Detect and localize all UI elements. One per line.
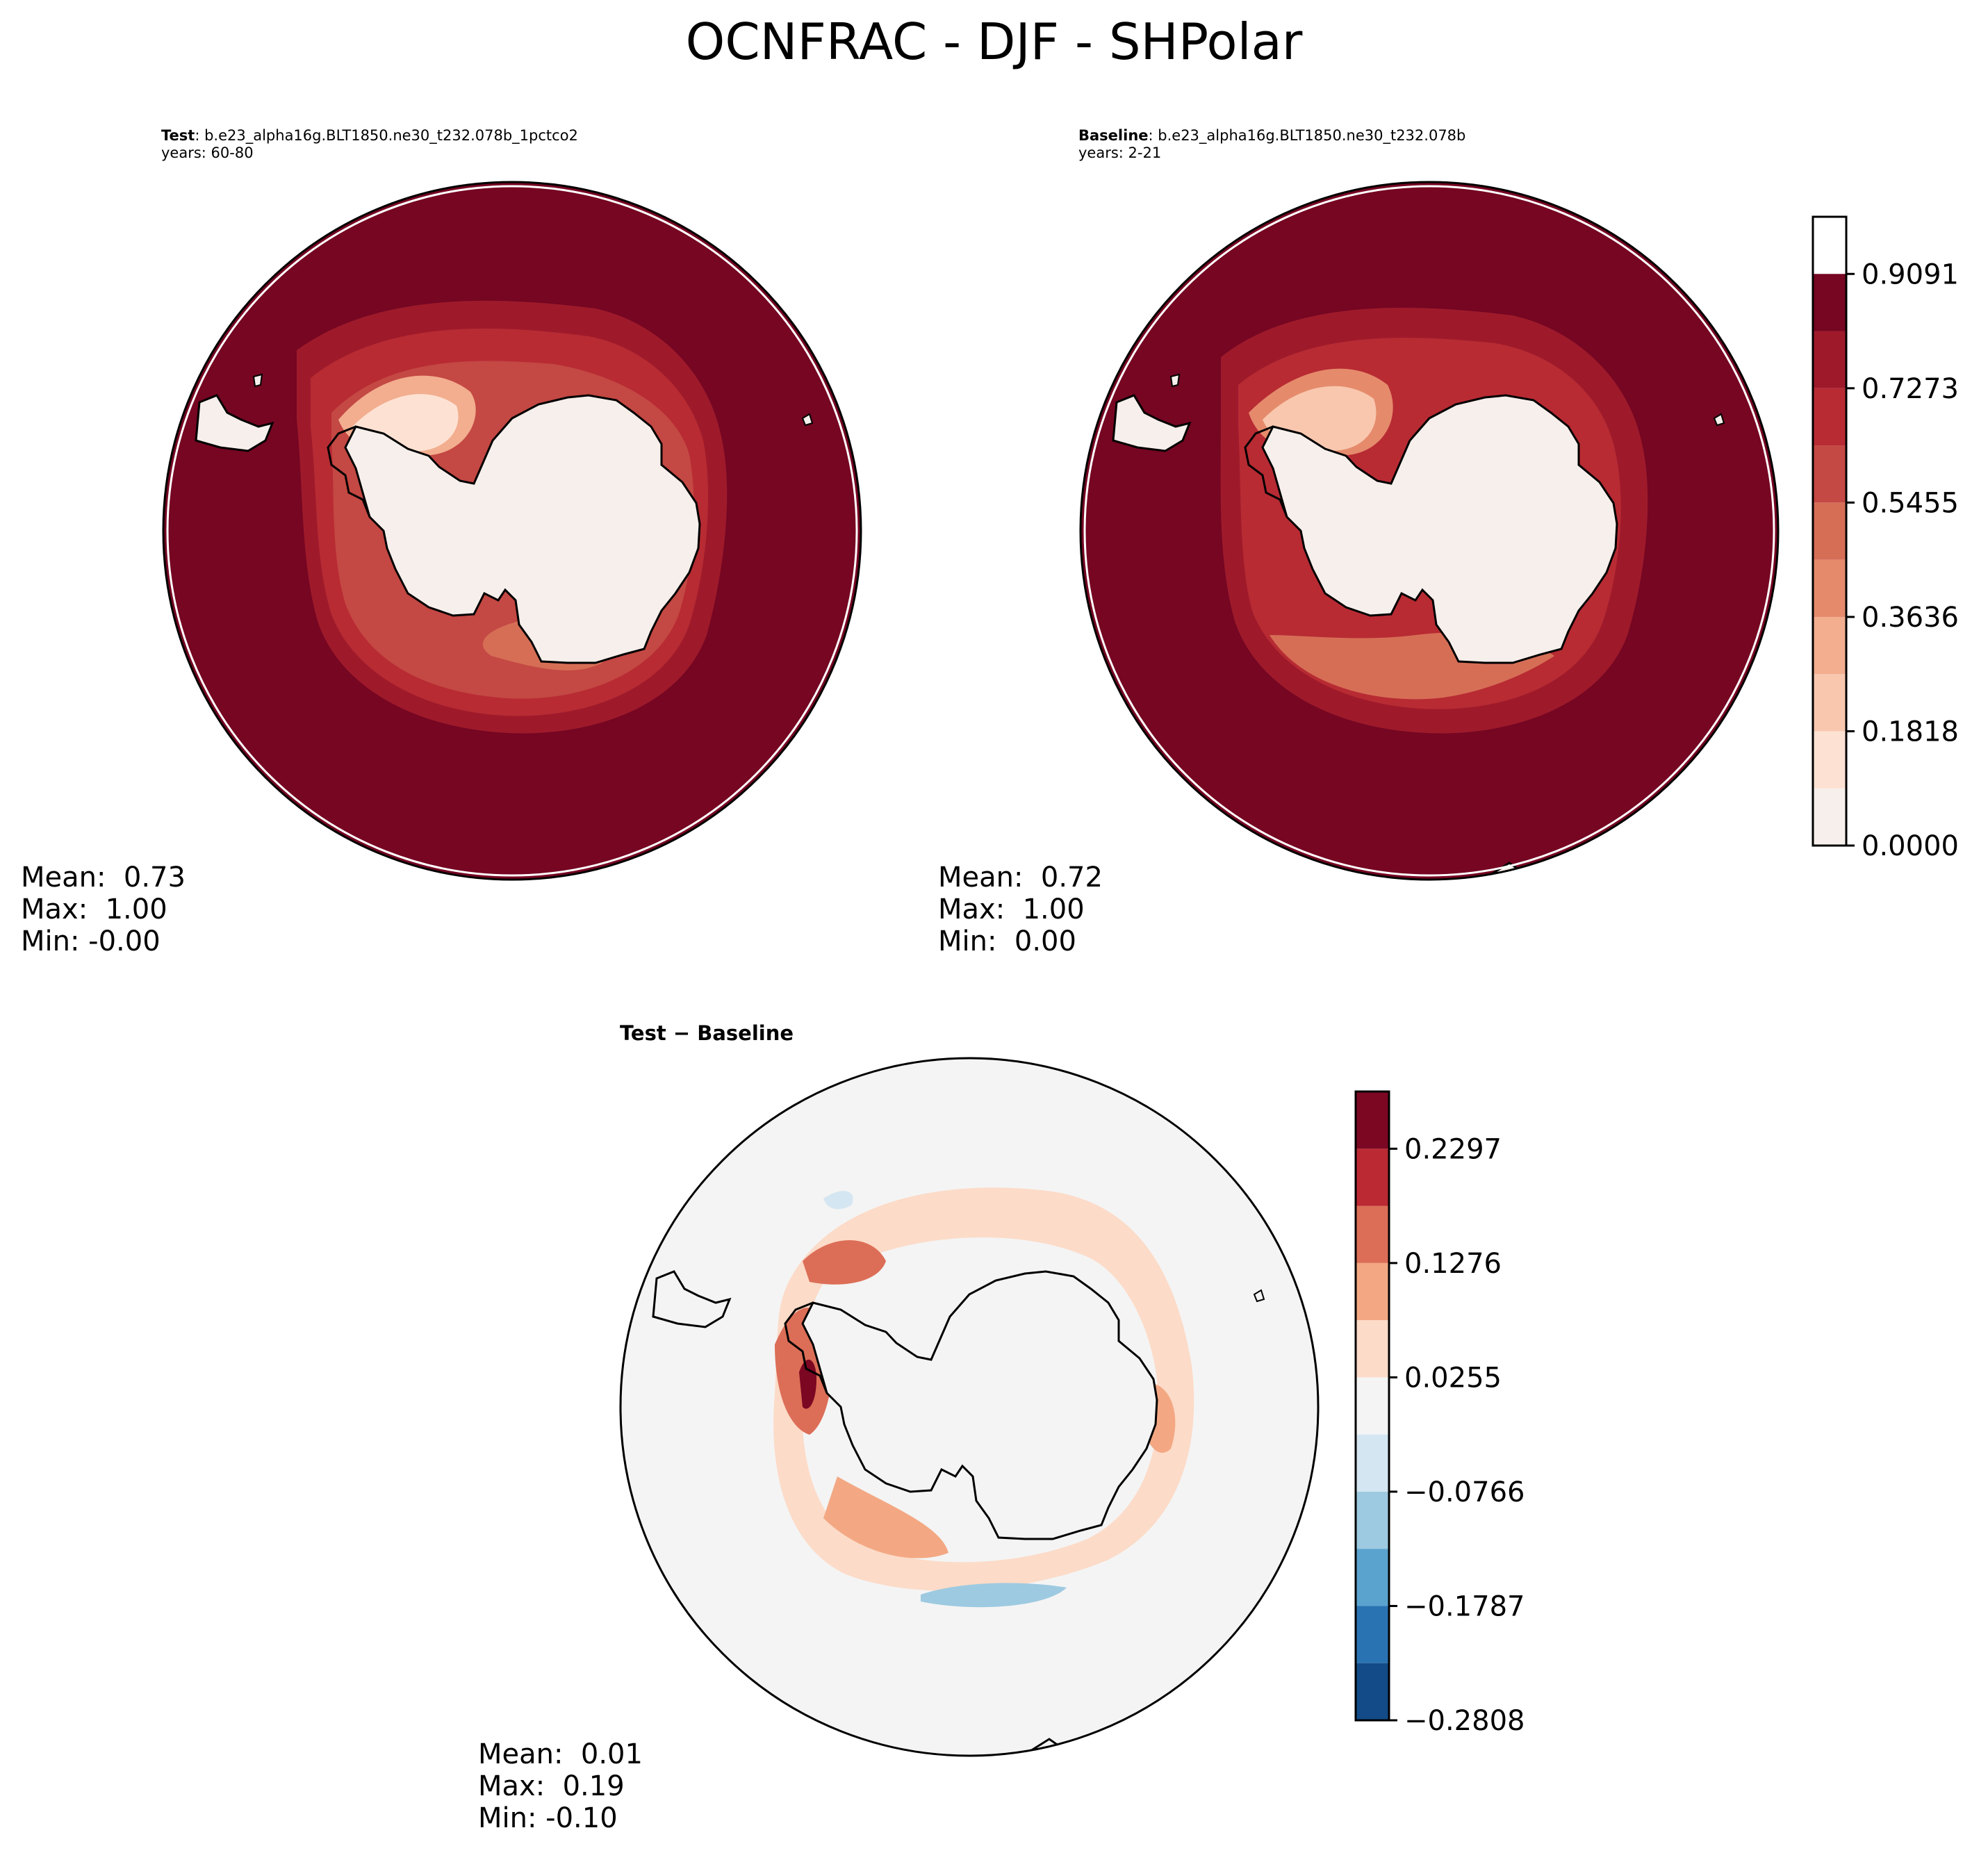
colorbar-ocnfrac-swatch-1 <box>1813 731 1846 789</box>
baseline-south-america-tip <box>1112 394 1192 452</box>
colorbar-diff-swatch-2 <box>1356 1549 1389 1606</box>
colorbar-ocnfrac-swatch-9 <box>1813 274 1846 331</box>
diff-map <box>619 1057 1320 1757</box>
test-years: years: 60-80 <box>161 145 254 161</box>
colorbar-ocnfrac-tick-label-1: 0.1818 <box>1862 716 1959 748</box>
colorbar-ocnfrac-frame <box>1812 215 1848 847</box>
colorbar-diff: −0.2808 −0.1787 −0.0766 0.0255 0.1276 0.2297 <box>1354 1090 1525 1737</box>
baseline-max: Max: 1.00 <box>938 893 1085 925</box>
diff-weddell-anomaly <box>803 1240 886 1285</box>
baseline-map <box>1079 181 1780 881</box>
colorbar-diff-swatch-10 <box>1356 1092 1389 1149</box>
test-islet <box>252 373 263 388</box>
test-label: Test <box>161 127 195 144</box>
colorbar-diff-tick-label-1: −0.1787 <box>1404 1590 1525 1622</box>
colorbar-diff-swatch-5 <box>1356 1377 1389 1435</box>
test-max: Max: 1.00 <box>21 893 167 925</box>
test-south-america-tip <box>195 394 274 452</box>
colorbar-ocnfrac-swatch-3 <box>1813 616 1846 675</box>
baseline-map-boundary <box>1079 181 1780 881</box>
baseline-stats: Mean: 0.72 Max: 1.00 Min: 0.00 <box>938 862 1103 957</box>
baseline-mean: Mean: 0.72 <box>938 862 1103 893</box>
diff-ross-anomaly <box>823 1476 948 1558</box>
test-new-zealand-coast <box>608 862 647 880</box>
test-case-name: : b.e23_alpha16g.BLT1850.ne30_t232.078b_… <box>195 127 578 144</box>
colorbar-ocnfrac-tick-label-3: 0.5455 <box>1862 487 1959 519</box>
diff-mean: Mean: 0.01 <box>478 1738 643 1770</box>
colorbar-diff-tick-label-4: 0.1276 <box>1404 1248 1502 1280</box>
test-map-boundary <box>162 181 862 881</box>
colorbar-diff-swatch-9 <box>1356 1148 1389 1206</box>
colorbar-diff-tick-label-5: 0.2297 <box>1404 1133 1502 1165</box>
colorbar-diff-swatch-0 <box>1356 1663 1389 1720</box>
baseline-map-inner-ring <box>1083 185 1775 877</box>
colorbar-diff-tick-label-2: −0.0766 <box>1404 1476 1525 1508</box>
diff-min: Min: -0.10 <box>478 1802 618 1834</box>
test-min: Min: -0.00 <box>21 925 161 957</box>
colorbar-ocnfrac-swatch-6 <box>1813 445 1846 503</box>
baseline-years: years: 2-21 <box>1078 145 1162 161</box>
colorbar-ocnfrac-tick-label-0: 0.0000 <box>1862 830 1959 862</box>
baseline-case-name: : b.e23_alpha16g.BLT1850.ne30_t232.078b <box>1148 127 1466 144</box>
diff-negative-anomaly <box>921 1583 1067 1608</box>
colorbar-ocnfrac-tick-label-4: 0.7273 <box>1862 373 1959 405</box>
baseline-min: Min: 0.00 <box>938 925 1076 957</box>
diff-panel-title: Test − Baseline <box>620 1021 794 1045</box>
colorbar-diff-swatch-7 <box>1356 1262 1389 1321</box>
diff-island <box>1253 1289 1265 1303</box>
diff-max: Max: 0.19 <box>478 1770 625 1802</box>
test-stats: Mean: 0.73 Max: 1.00 Min: -0.00 <box>21 862 186 957</box>
baseline-label: Baseline <box>1078 127 1149 144</box>
colorbar-ocnfrac: 0.0000 0.1818 0.3636 0.5455 0.7273 0.9091 <box>1812 215 1959 862</box>
baseline-panel-title: Baseline: b.e23_alpha16g.BLT1850.ne30_t2… <box>1078 127 1465 162</box>
test-map-inner-ring <box>166 185 858 877</box>
colorbar-ocnfrac-swatch-0 <box>1813 788 1846 846</box>
colorbar-ocnfrac-swatch-5 <box>1813 502 1846 560</box>
colorbar-diff-swatch-4 <box>1356 1434 1389 1492</box>
colorbar-diff-swatch-3 <box>1356 1491 1389 1549</box>
test-panel-title: Test: b.e23_alpha16g.BLT1850.ne30_t232.0… <box>161 127 578 162</box>
colorbar-diff-swatch-6 <box>1356 1320 1389 1378</box>
diff-south-america-tip <box>652 1270 732 1328</box>
colorbar-diff-swatch-1 <box>1356 1606 1389 1663</box>
colorbar-ocnfrac-tick-label-2: 0.3636 <box>1862 602 1959 634</box>
colorbar-diff-swatch-8 <box>1356 1205 1389 1263</box>
figure-title: OCNFRAC - DJF - SHPolar <box>685 13 1303 71</box>
colorbar-ocnfrac-swatch-7 <box>1813 388 1846 446</box>
baseline-island <box>1713 413 1725 427</box>
diff-stats: Mean: 0.01 Max: 0.19 Min: -0.10 <box>478 1738 643 1834</box>
test-mean: Mean: 0.73 <box>21 862 186 893</box>
colorbar-diff-tick-label-0: −0.2808 <box>1404 1705 1525 1737</box>
colorbar-ocnfrac-tick-label-5: 0.9091 <box>1862 258 1959 290</box>
diff-negative-patch <box>823 1191 853 1210</box>
baseline-islet <box>1169 373 1181 388</box>
test-map <box>162 181 862 881</box>
colorbar-ocnfrac-swatch-2 <box>1813 674 1846 732</box>
colorbar-diff-frame <box>1354 1090 1390 1722</box>
colorbar-diff-tick-label-3: 0.0255 <box>1404 1362 1502 1394</box>
colorbar-ocnfrac-swatch-4 <box>1813 559 1846 617</box>
colorbar-ocnfrac-swatch-8 <box>1813 331 1846 388</box>
diff-map-boundary <box>619 1057 1320 1757</box>
test-island <box>801 413 814 427</box>
